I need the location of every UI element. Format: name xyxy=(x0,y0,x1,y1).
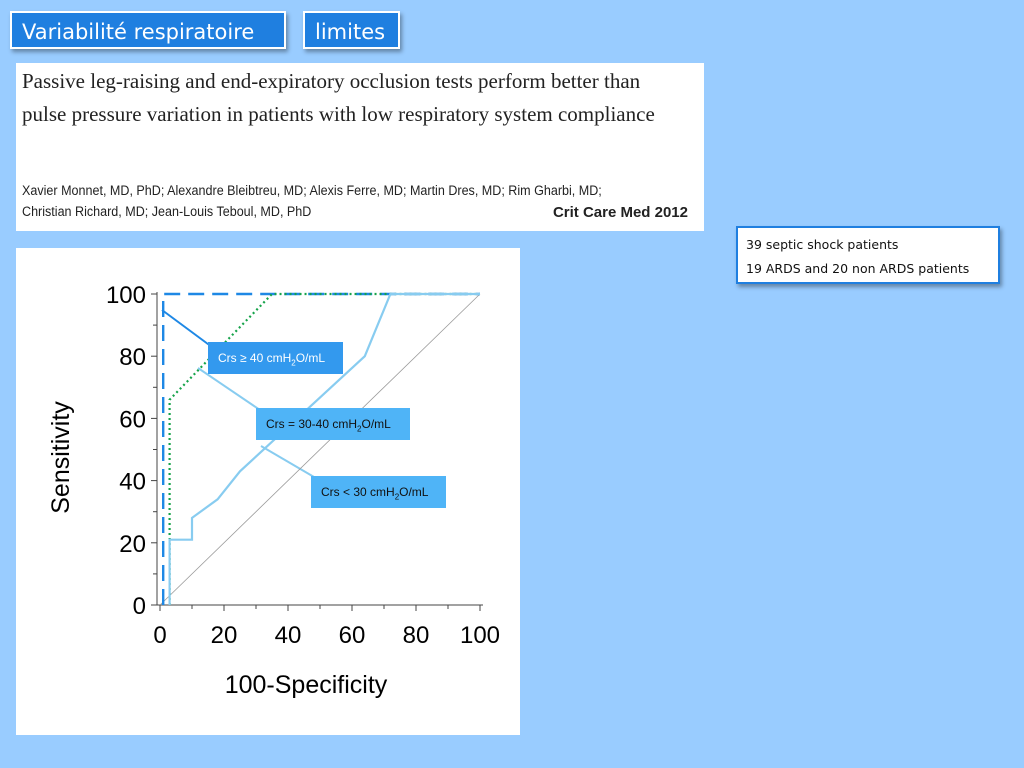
x-tick-label: 20 xyxy=(211,622,238,649)
callout-crs-high-prefix: Crs ≥ 40 cmH xyxy=(218,351,292,365)
roc-chart: 0 20 40 60 80 100 0 20 40 60 80 100 100-Specificity S… xyxy=(47,282,500,699)
callout-crs-low-prefix: Crs < 30 cmH xyxy=(321,485,395,499)
x-tick-label: 100 xyxy=(460,622,500,649)
reference-diagonal xyxy=(159,293,481,606)
callout-crs-high-sub: 2 xyxy=(291,358,296,368)
callout-crs-low: Crs < 30 cmH2O/mL xyxy=(311,476,446,508)
info-box: 39 septic shock patients 19 ARDS and 20 … xyxy=(736,226,1000,284)
callout-crs-mid: Crs = 30-40 cmH2O/mL xyxy=(256,408,410,440)
x-tick-label: 80 xyxy=(403,622,430,649)
y-tick-label: 0 xyxy=(133,593,146,620)
x-tick-label: 60 xyxy=(339,622,366,649)
callout-crs-mid-sub: 2 xyxy=(357,424,362,434)
paper-journal: Crit Care Med 2012 xyxy=(552,204,688,221)
callout-crs-low-sub: 2 xyxy=(394,492,400,502)
y-tick-label: 40 xyxy=(119,469,146,496)
tab-limites[interactable]: limites xyxy=(303,11,400,49)
callout-crs-high-suffix: O/mL xyxy=(295,351,326,365)
callout-crs-high: Crs ≥ 40 cmH2O/mL xyxy=(208,342,343,374)
y-tick-label: 100 xyxy=(106,282,146,309)
roc-curve-crs-low xyxy=(168,292,480,605)
y-tick-label: 80 xyxy=(119,344,146,371)
info-line-2: 19 ARDS and 20 non ARDS patients xyxy=(746,261,970,276)
leader-crs-mid xyxy=(197,367,261,411)
paper-authors: Xavier Monnet, MD, PhD; Alexandre Bleibt… xyxy=(22,183,602,219)
x-tick-label: 40 xyxy=(275,622,302,649)
roc-curve-crs-mid xyxy=(168,292,480,605)
roc-chart-panel: 0 20 40 60 80 100 0 20 40 60 80 100 100-Specificity S… xyxy=(16,248,520,735)
paper-header: Passive leg-raising and end-expiratory o… xyxy=(16,63,704,231)
paper-title: Passive leg-raising and end-expiratory o… xyxy=(22,69,655,126)
y-tick-label: 60 xyxy=(119,406,146,433)
info-line-1: 39 septic shock patients xyxy=(746,237,899,252)
x-tick-label: 0 xyxy=(153,622,166,649)
leader-crs-high xyxy=(161,309,217,351)
callout-crs-low-suffix: O/mL xyxy=(399,485,429,499)
callout-crs-mid-suffix: O/mL xyxy=(361,417,391,431)
callout-crs-mid-prefix: Crs = 30-40 cmH xyxy=(266,417,358,431)
y-axis-title: Sensitivity xyxy=(47,401,75,514)
y-tick-label: 20 xyxy=(119,531,146,558)
x-axis-title: 100-Specificity xyxy=(225,671,388,699)
tab-variabilite-respiratoire[interactable]: Variabilité respiratoire xyxy=(10,11,286,49)
roc-curve-crs-high xyxy=(161,292,480,605)
